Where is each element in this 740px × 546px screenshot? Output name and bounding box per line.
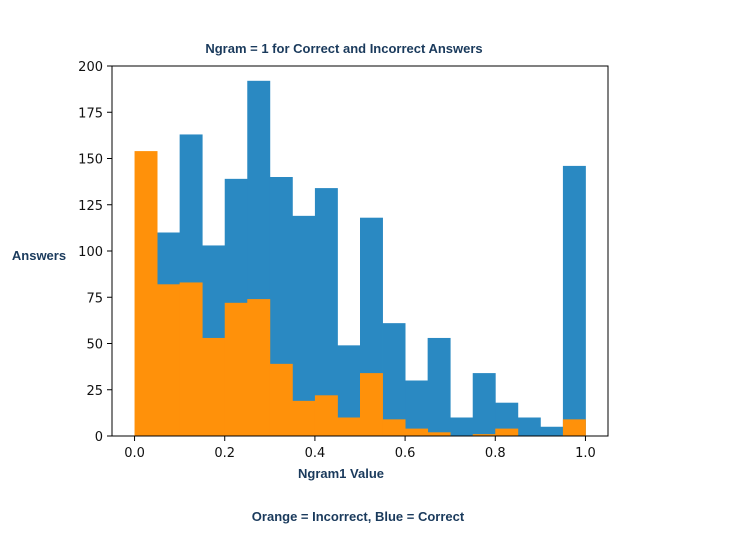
histogram-bar-series-2-bin-6 bbox=[247, 299, 271, 436]
histogram-bar-series-2-bin-20 bbox=[562, 419, 586, 436]
histogram-bar-series-1-bin-13 bbox=[405, 380, 429, 436]
y-tick-label: 50 bbox=[86, 338, 103, 353]
histogram-bar-series-2-bin-17 bbox=[495, 428, 519, 436]
chart-title: Ngram = 1 for Correct and Incorrect Answ… bbox=[205, 41, 482, 56]
histogram-bar-series-2-bin-9 bbox=[314, 395, 338, 436]
x-tick-label: 1.0 bbox=[575, 446, 596, 461]
histogram-bar-series-2-bin-7 bbox=[269, 363, 293, 436]
y-tick-label: 0 bbox=[95, 430, 103, 445]
histogram-bar-series-2-bin-13 bbox=[405, 428, 429, 436]
histogram-bar-series-1-bin-16 bbox=[472, 373, 496, 436]
histogram-bar-series-1-bin-17 bbox=[495, 402, 519, 436]
histogram-bar-series-2-bin-2 bbox=[157, 284, 181, 436]
histogram-bar-series-2-bin-16 bbox=[472, 434, 496, 436]
histogram-bar-series-2-bin-3 bbox=[179, 282, 203, 436]
histogram-bar-series-1-bin-19 bbox=[540, 426, 564, 436]
histogram-bar-series-1-bin-9 bbox=[314, 188, 338, 436]
y-tick-label: 100 bbox=[78, 245, 103, 260]
histogram-bar-series-1-bin-18 bbox=[517, 417, 541, 436]
histogram-bar-series-1-bin-10 bbox=[337, 345, 361, 436]
y-tick-label: 25 bbox=[86, 384, 103, 399]
x-axis: 0.0 0.2 0.4 0.6 0.8 1.0 bbox=[124, 436, 596, 461]
y-tick-label: 150 bbox=[78, 153, 103, 168]
y-tick-label: 125 bbox=[78, 199, 103, 214]
x-axis-label: Ngram1 Value bbox=[298, 466, 384, 481]
chart-caption: Orange = Incorrect, Blue = Correct bbox=[252, 509, 465, 524]
x-tick-label: 0.8 bbox=[485, 446, 506, 461]
x-tick-label: 0.0 bbox=[124, 446, 145, 461]
histogram-bar-series-1-bin-20 bbox=[562, 165, 586, 436]
histogram-bar-series-1-bin-15 bbox=[450, 417, 474, 436]
y-axis-label: Answers bbox=[12, 248, 66, 263]
histogram-bar-series-1-bin-14 bbox=[427, 337, 451, 436]
histogram-bar-series-1-bin-12 bbox=[382, 323, 406, 436]
y-tick-label: 175 bbox=[78, 106, 103, 121]
y-tick-label: 200 bbox=[78, 60, 103, 75]
y-axis: 0 25 50 75 100 125 150 175 200 bbox=[78, 60, 112, 445]
x-tick-label: 0.2 bbox=[214, 446, 235, 461]
histogram-bar-series-2-bin-11 bbox=[360, 373, 383, 436]
bars-group bbox=[134, 80, 586, 437]
histogram-bar-series-2-bin-14 bbox=[427, 432, 451, 436]
y-tick-label: 75 bbox=[86, 291, 103, 306]
histogram-bar-series-2-bin-10 bbox=[337, 417, 361, 436]
histogram-bar-series-2-bin-4 bbox=[202, 337, 226, 436]
histogram-bar-series-2-bin-5 bbox=[224, 302, 248, 436]
histogram-bar-series-2-bin-1 bbox=[134, 151, 158, 436]
x-tick-label: 0.4 bbox=[305, 446, 326, 461]
histogram-bar-series-2-bin-12 bbox=[382, 419, 406, 436]
histogram-bar-series-1-bin-8 bbox=[292, 215, 316, 436]
histogram-bar-series-2-bin-8 bbox=[292, 400, 316, 436]
x-tick-label: 0.6 bbox=[395, 446, 416, 461]
